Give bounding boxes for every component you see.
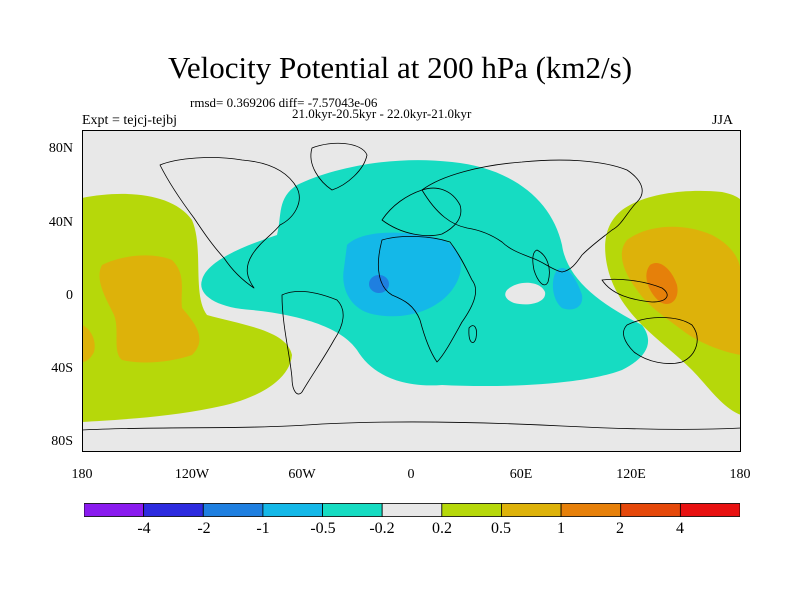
colorbar-label-4: -0.5 bbox=[310, 520, 336, 537]
period-line: 21.0kyr-20.5kyr - 22.0kyr-21.0kyr bbox=[292, 106, 472, 121]
contour-pos-0p2-east-pacific bbox=[82, 193, 292, 422]
colorbar-label-8: 1 bbox=[557, 520, 565, 537]
lon-label-180w: 180 bbox=[71, 467, 93, 482]
contour-indian-ocean-hole bbox=[505, 282, 546, 305]
colorbar-box-2 bbox=[143, 503, 204, 517]
contour-pos-0p5-wrap-edge bbox=[82, 325, 95, 362]
contour-neg-0p5-bengal bbox=[552, 268, 583, 310]
colorbar-label-2: -2 bbox=[197, 520, 211, 537]
colorbar-box-10 bbox=[620, 503, 681, 517]
map-frame bbox=[82, 130, 741, 452]
lon-label-120e: 120E bbox=[616, 467, 646, 482]
colorbar-box-9 bbox=[560, 503, 622, 517]
lon-label-120w: 120W bbox=[174, 467, 210, 482]
lat-label-80n: 80N bbox=[48, 141, 73, 156]
lat-label-40s: 40S bbox=[51, 361, 73, 376]
colorbar-box-8 bbox=[501, 503, 562, 517]
colorbar-box-1 bbox=[84, 503, 145, 517]
lat-label-80s: 80S bbox=[51, 434, 73, 449]
lat-label-40n: 40N bbox=[48, 215, 73, 230]
lon-label-60w: 60W bbox=[288, 467, 316, 482]
colorbar-label-1: -4 bbox=[137, 520, 151, 537]
colorbar-label-10: 4 bbox=[676, 520, 684, 537]
lon-label-180e: 180 bbox=[729, 467, 751, 482]
contour-pos-0p5-east-pacific bbox=[99, 255, 200, 363]
colorbar bbox=[84, 503, 740, 517]
colorbar-label-5: -0.2 bbox=[369, 520, 395, 537]
coast-madagascar bbox=[468, 325, 477, 343]
colorbar-label-3: -1 bbox=[256, 520, 270, 537]
coast-australia bbox=[623, 317, 698, 364]
colorbar-box-5 bbox=[322, 503, 383, 517]
colorbar-box-4 bbox=[262, 503, 323, 517]
coast-north-america bbox=[159, 157, 300, 289]
velocity-potential-map bbox=[82, 130, 741, 452]
colorbar-label-6: 0.2 bbox=[432, 520, 452, 537]
lon-label-0: 0 bbox=[407, 467, 415, 482]
stats-line: rmsd= 0.369206 diff= -7.57043e-06 bbox=[190, 95, 378, 110]
season-label: JJA bbox=[712, 113, 734, 128]
lat-label-eq: 0 bbox=[66, 288, 73, 303]
colorbar-box-7 bbox=[441, 503, 502, 517]
coastlines bbox=[82, 142, 741, 431]
colorbar-box-11 bbox=[679, 503, 740, 517]
contour-neg-1-spot bbox=[369, 275, 389, 293]
coast-south-america bbox=[281, 290, 344, 395]
contour-pos-1-maritime bbox=[646, 262, 678, 305]
coast-africa bbox=[378, 235, 476, 363]
contour-pos-0p5-west-pacific bbox=[621, 226, 741, 355]
coast-antarctica bbox=[82, 421, 741, 431]
lon-label-60e: 60E bbox=[509, 467, 533, 482]
coast-india bbox=[532, 249, 550, 286]
colorbar-label-7: 0.5 bbox=[491, 520, 511, 537]
coast-maritime-continent bbox=[601, 278, 668, 303]
contour-neg-0p5-africa bbox=[343, 232, 461, 317]
map-title: Velocity Potential at 200 hPa (km2/s) bbox=[167, 50, 633, 85]
coast-asia bbox=[421, 159, 643, 273]
colorbar-label-9: 2 bbox=[616, 520, 624, 537]
colorbar-box-3 bbox=[202, 503, 264, 517]
coast-greenland bbox=[310, 142, 368, 191]
experiment-label: Expt = tejcj-tejbj bbox=[82, 113, 177, 128]
colorbar-box-6 bbox=[381, 503, 443, 517]
coast-europe bbox=[381, 187, 462, 236]
